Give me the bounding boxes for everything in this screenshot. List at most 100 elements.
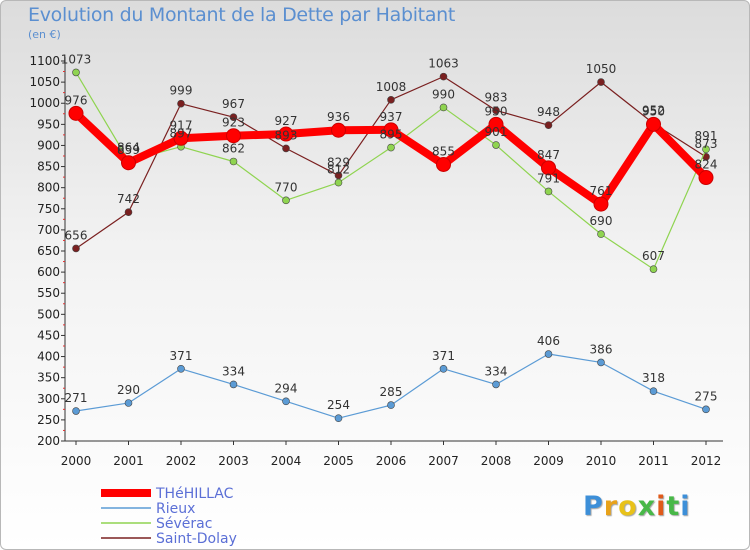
y-tick-label: 1100 bbox=[29, 54, 60, 68]
y-tick-label: 650 bbox=[37, 244, 60, 258]
data-label: 937 bbox=[380, 110, 403, 124]
y-tick-label: 350 bbox=[37, 371, 60, 385]
x-tick-label: 2000 bbox=[61, 454, 92, 468]
data-label: 927 bbox=[275, 114, 298, 128]
chart-subtitle: (en €) bbox=[28, 28, 61, 41]
data-point bbox=[124, 208, 133, 216]
data-label: 855 bbox=[432, 144, 455, 158]
data-point bbox=[646, 116, 661, 132]
logo-letter: t bbox=[666, 491, 681, 522]
data-point bbox=[334, 414, 343, 423]
series-layer bbox=[68, 68, 714, 423]
data-point bbox=[492, 141, 500, 149]
data-point bbox=[541, 160, 556, 176]
data-point bbox=[702, 145, 710, 154]
data-label: 285 bbox=[380, 385, 403, 399]
data-point bbox=[72, 68, 80, 77]
y-tick-label: 950 bbox=[37, 117, 60, 131]
data-point bbox=[593, 196, 609, 212]
x-tick-label: 2006 bbox=[376, 454, 407, 468]
data-label: 824 bbox=[695, 158, 718, 172]
data-point bbox=[177, 99, 185, 108]
data-point bbox=[72, 244, 80, 253]
data-label: 406 bbox=[537, 334, 560, 348]
data-point bbox=[702, 405, 710, 414]
x-tick-label: 2002 bbox=[166, 454, 197, 468]
data-labels-layer: 656 742 999 967 893 829 1008 1063 983 948 1050 952 8… bbox=[61, 52, 718, 412]
data-point bbox=[649, 387, 658, 395]
data-point bbox=[544, 187, 553, 196]
x-tick-label: 2010 bbox=[586, 454, 617, 468]
data-point bbox=[436, 156, 451, 172]
y-tick-label: 850 bbox=[37, 160, 60, 174]
logo-letter: x bbox=[637, 491, 657, 522]
data-label: 1063 bbox=[428, 57, 459, 71]
data-point bbox=[597, 230, 605, 238]
data-point bbox=[229, 157, 238, 166]
data-point bbox=[383, 122, 399, 138]
data-point bbox=[72, 407, 80, 415]
data-label: 791 bbox=[537, 171, 560, 185]
data-label: 334 bbox=[485, 364, 508, 378]
data-label: 862 bbox=[222, 141, 245, 155]
data-label: 990 bbox=[432, 87, 455, 101]
data-label: 967 bbox=[222, 97, 245, 111]
chart-title: Evolution du Montant de la Dette par Hab… bbox=[28, 4, 456, 26]
data-point bbox=[544, 350, 553, 358]
data-label: 812 bbox=[327, 163, 350, 177]
data-point bbox=[177, 364, 185, 373]
logo-letter: P bbox=[583, 491, 604, 522]
data-label: 607 bbox=[642, 249, 665, 263]
y-tick-label: 700 bbox=[37, 223, 60, 237]
data-label: 893 bbox=[275, 128, 298, 142]
data-point bbox=[331, 122, 346, 138]
data-label: 294 bbox=[275, 381, 298, 395]
data-label: 761 bbox=[590, 184, 613, 198]
data-label: 742 bbox=[117, 192, 140, 206]
data-label: 936 bbox=[327, 110, 350, 124]
data-label: 690 bbox=[590, 214, 613, 228]
x-tick-label: 2011 bbox=[638, 454, 669, 468]
logo-letter: i bbox=[656, 491, 667, 522]
data-label: 1073 bbox=[61, 52, 92, 66]
data-point bbox=[492, 106, 500, 115]
x-tick-label: 2008 bbox=[481, 454, 512, 468]
data-label: 999 bbox=[170, 84, 193, 98]
y-tick-label: 400 bbox=[37, 350, 60, 364]
proxiti-logo: Proxiti bbox=[583, 491, 691, 522]
y-tick-label: 800 bbox=[37, 181, 60, 195]
data-point bbox=[121, 155, 136, 171]
y-tick-label: 550 bbox=[37, 286, 60, 300]
x-tick-label: 2012 bbox=[691, 454, 722, 468]
data-label: 950 bbox=[485, 104, 508, 118]
y-tick-label: 750 bbox=[37, 202, 60, 216]
data-point bbox=[387, 143, 395, 152]
data-point bbox=[282, 144, 290, 153]
data-point bbox=[282, 196, 290, 205]
data-point bbox=[226, 128, 241, 144]
data-label: 371 bbox=[432, 349, 455, 363]
data-point bbox=[229, 380, 238, 389]
data-label: 829 bbox=[327, 155, 350, 169]
data-label: 847 bbox=[537, 148, 560, 162]
data-label: 901 bbox=[485, 125, 508, 139]
data-label: 891 bbox=[695, 129, 718, 143]
data-label: 275 bbox=[695, 389, 718, 403]
chart-axes: 200 250 300 350 400 450 500 550 600 650 700 750 800 8… bbox=[29, 54, 723, 468]
data-point bbox=[492, 380, 500, 389]
y-tick-label: 900 bbox=[37, 138, 60, 152]
x-tick-label: 2001 bbox=[113, 454, 144, 468]
data-label: 917 bbox=[170, 118, 193, 132]
y-tick-label: 1050 bbox=[29, 75, 60, 89]
data-label: 254 bbox=[327, 398, 350, 412]
data-label: 318 bbox=[642, 371, 665, 385]
data-label: 1050 bbox=[586, 62, 617, 76]
data-label: 271 bbox=[65, 391, 88, 405]
legend-label: Sévérac bbox=[156, 516, 212, 532]
data-point bbox=[334, 178, 343, 187]
x-tick-label: 2009 bbox=[533, 454, 564, 468]
y-tick-label: 1000 bbox=[29, 96, 60, 110]
data-point bbox=[278, 126, 294, 142]
